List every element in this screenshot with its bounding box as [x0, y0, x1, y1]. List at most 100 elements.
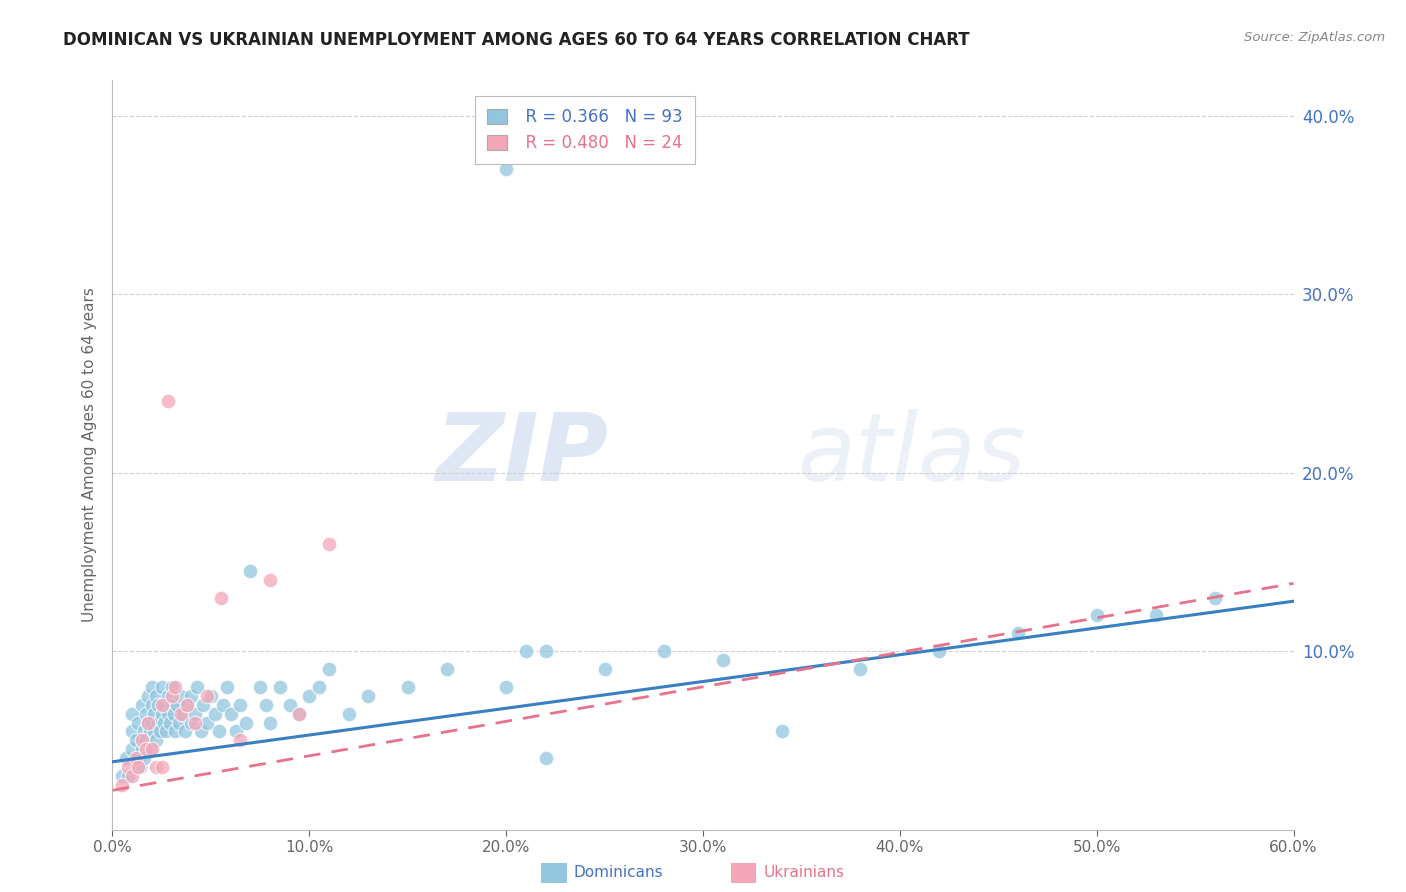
Point	[849, 662, 872, 676]
Point	[150, 680, 173, 694]
Point	[141, 698, 163, 712]
Point	[136, 715, 159, 730]
Point	[156, 394, 179, 409]
Point	[770, 724, 793, 739]
Point	[495, 162, 517, 177]
Point	[145, 760, 167, 774]
Point	[288, 706, 311, 721]
Point	[180, 689, 202, 703]
Point	[298, 689, 321, 703]
Point	[142, 706, 165, 721]
Point	[357, 689, 380, 703]
Point	[215, 680, 238, 694]
Point	[121, 724, 143, 739]
Point	[225, 724, 247, 739]
Point	[149, 724, 172, 739]
Point	[318, 662, 340, 676]
Text: Dominicans: Dominicans	[574, 865, 664, 880]
Point	[239, 564, 262, 578]
Point	[1144, 608, 1167, 623]
Point	[139, 742, 162, 756]
Point	[269, 680, 291, 694]
Point	[146, 698, 169, 712]
Point	[711, 653, 734, 667]
Point	[1007, 626, 1029, 640]
Point	[308, 680, 330, 694]
Point	[249, 680, 271, 694]
Point	[150, 698, 173, 712]
Point	[534, 644, 557, 658]
Point	[139, 724, 162, 739]
Point	[195, 715, 218, 730]
Point	[117, 760, 139, 774]
Legend:   R = 0.366   N = 93,   R = 0.480   N = 24: R = 0.366 N = 93, R = 0.480 N = 24	[475, 96, 695, 164]
Point	[121, 706, 143, 721]
Point	[174, 724, 197, 739]
Point	[652, 644, 675, 658]
Point	[191, 698, 214, 712]
Point	[170, 689, 193, 703]
Point	[160, 698, 183, 712]
Text: Source: ZipAtlas.com: Source: ZipAtlas.com	[1244, 31, 1385, 45]
Point	[156, 689, 179, 703]
Point	[928, 644, 950, 658]
Point	[152, 698, 174, 712]
Point	[278, 698, 301, 712]
Point	[208, 724, 231, 739]
Point	[145, 733, 167, 747]
Point	[135, 742, 157, 756]
Point	[150, 760, 173, 774]
Point	[125, 733, 148, 747]
Point	[165, 724, 187, 739]
Point	[131, 698, 153, 712]
Point	[162, 706, 184, 721]
Point	[165, 680, 187, 694]
Point	[288, 706, 311, 721]
Point	[136, 715, 159, 730]
Point	[121, 742, 143, 756]
Text: Ukrainians: Ukrainians	[763, 865, 845, 880]
Point	[169, 715, 191, 730]
Point	[259, 573, 281, 587]
Point	[132, 724, 155, 739]
Point	[142, 724, 165, 739]
Point	[156, 706, 179, 721]
Point	[159, 715, 181, 730]
Point	[534, 751, 557, 765]
Point	[170, 706, 193, 721]
Y-axis label: Unemployment Among Ages 60 to 64 years: Unemployment Among Ages 60 to 64 years	[82, 287, 97, 623]
Point	[131, 733, 153, 747]
Point	[219, 706, 242, 721]
Point	[396, 680, 419, 694]
Point	[184, 715, 207, 730]
Point	[209, 591, 232, 605]
Point	[152, 715, 174, 730]
Point	[172, 706, 194, 721]
Point	[190, 724, 212, 739]
Point	[129, 760, 152, 774]
Point	[204, 706, 226, 721]
Point	[593, 662, 616, 676]
Point	[186, 680, 208, 694]
Point	[160, 680, 183, 694]
Point	[117, 769, 139, 783]
Point	[127, 760, 149, 774]
Point	[146, 715, 169, 730]
Point	[141, 742, 163, 756]
Point	[115, 751, 138, 765]
Point	[141, 715, 163, 730]
Point	[127, 751, 149, 765]
Point	[166, 698, 188, 712]
Text: DOMINICAN VS UKRAINIAN UNEMPLOYMENT AMONG AGES 60 TO 64 YEARS CORRELATION CHART: DOMINICAN VS UKRAINIAN UNEMPLOYMENT AMON…	[63, 31, 970, 49]
Point	[111, 778, 134, 792]
Point	[259, 715, 281, 730]
Point	[200, 689, 222, 703]
Point	[135, 733, 157, 747]
Point	[176, 698, 198, 712]
Point	[495, 680, 517, 694]
Point	[1204, 591, 1226, 605]
Point	[127, 715, 149, 730]
Point	[436, 662, 458, 676]
Point	[254, 698, 277, 712]
Point	[132, 751, 155, 765]
